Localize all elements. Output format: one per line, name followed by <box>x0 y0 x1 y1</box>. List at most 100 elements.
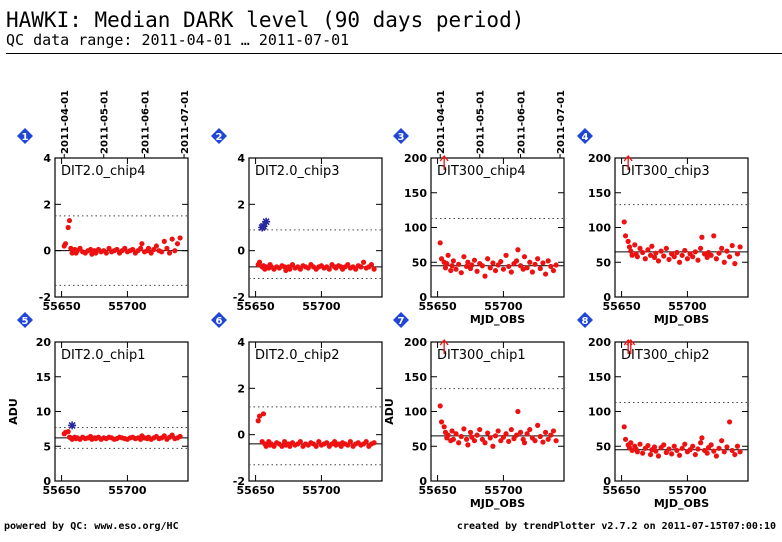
plot4-data-point <box>625 238 631 244</box>
plot4-badge-icon <box>577 128 593 144</box>
plot7-data-point <box>532 438 538 444</box>
plot3-data-point <box>469 262 475 268</box>
plot7-data-point <box>513 432 520 438</box>
plot7-data-point <box>437 403 443 409</box>
plot5-panel-label: DIT2.0_chip1 <box>61 348 145 363</box>
plot8-data-point <box>695 446 701 452</box>
plot6-y-tick-label: 2 <box>237 382 245 395</box>
plot4-data-point <box>663 245 669 251</box>
plot7-data-point <box>550 428 557 434</box>
plot7-data-point <box>487 435 493 441</box>
plot2-x-tick-label: 55700 <box>302 300 341 313</box>
plot3-data-point <box>458 270 464 276</box>
plot3-data-point <box>508 269 514 275</box>
plot4-y-tick-label: 150 <box>588 187 611 200</box>
plot6-data-point <box>297 439 303 445</box>
plot3-panel-label: DIT300_chip4 <box>437 164 526 179</box>
plot3-data-point <box>450 258 456 264</box>
plot8-y-tick-label: 100 <box>588 406 611 419</box>
plot4-data-point <box>666 256 672 263</box>
plot1-data-point <box>161 238 167 244</box>
plot8-data-point <box>724 444 730 450</box>
plot8-data-point <box>628 440 634 446</box>
plot4-data-point <box>711 233 717 239</box>
plot8-data-point <box>666 446 672 452</box>
plot3-data-point <box>553 262 559 268</box>
plot8-data-point <box>634 449 640 455</box>
plot6-frame <box>248 341 383 482</box>
plot5-y-tick-label: 0 <box>43 475 51 488</box>
plot4-data-point <box>647 252 654 258</box>
plot1-frame <box>54 157 189 298</box>
plot7-data-point <box>503 431 509 437</box>
plot8-data-point <box>655 453 662 459</box>
plot3-data-point <box>500 266 507 272</box>
plot4-data-point <box>724 248 730 254</box>
plot4-data-point <box>679 252 685 258</box>
plot2-y-tick-label: 0 <box>237 245 245 258</box>
plot3-y-tick-label: 100 <box>404 222 427 235</box>
plot7-data-point <box>445 432 451 438</box>
plot7-data-point <box>521 440 528 446</box>
plot2-data-point <box>326 266 332 272</box>
plot4-panel-label: DIT300_chip3 <box>621 164 710 179</box>
plot7-data-point <box>508 426 514 433</box>
plot4-x-tick-label: 55650 <box>602 300 641 313</box>
plot8-data-point <box>708 442 714 448</box>
header-divider <box>6 53 782 54</box>
plot5-data-point <box>65 429 71 435</box>
plot4-data-point <box>704 254 710 260</box>
plot7-data-point <box>490 443 496 449</box>
plot3-data-point <box>532 261 538 267</box>
page-title: HAWKI: Median DARK level (90 days period… <box>6 8 525 32</box>
plot7-y-tick-label: 0 <box>419 475 427 488</box>
plot1-data-point <box>62 241 69 247</box>
plot6-data-point <box>260 411 267 417</box>
plot1-date-tick-label: 2011-05-01 <box>100 90 111 154</box>
footer-created-by: created by trendPlotter v2.7.2 on 2011-0… <box>456 521 776 532</box>
plot6-data-point <box>347 439 353 445</box>
plot3-data-point <box>487 265 493 271</box>
plot4-data-point <box>628 248 634 254</box>
plot2-data-point <box>368 261 375 268</box>
plot4-data-point <box>645 247 651 253</box>
plot6-panel-label: DIT2.0_chip2 <box>255 348 339 363</box>
plot3-data-point <box>449 263 455 269</box>
plot1-data-point <box>177 235 183 241</box>
plot4-data-point <box>622 233 629 239</box>
plot3-data-point <box>535 256 541 262</box>
plot4-data-point <box>629 252 635 258</box>
plot4-data-point <box>637 245 643 251</box>
plot7-data-point <box>492 433 499 439</box>
plot3-data-point <box>529 269 535 275</box>
plot3-off-scale-arrow <box>439 154 449 170</box>
plot8-data-point <box>721 449 727 455</box>
plot4-data-point <box>721 259 727 265</box>
plot8-data-point <box>669 451 675 457</box>
plot7-data-point <box>461 426 467 432</box>
plot8-data-point <box>671 443 677 449</box>
plot8-data-point <box>661 442 667 448</box>
plot4-data-point <box>719 245 725 251</box>
plot7-data-point <box>474 432 480 438</box>
plot8-data-point <box>726 419 733 425</box>
plot1-y-tick-label: -2 <box>39 291 51 304</box>
plot3-data-point <box>479 263 485 269</box>
plot3-y-tick-label: 150 <box>404 187 427 200</box>
plot4-data-point <box>716 250 722 256</box>
plot1-data-point <box>153 243 159 249</box>
plot4-data-point <box>684 256 691 262</box>
plot7-data-point <box>537 433 543 440</box>
plot3-x-tick-label: 55650 <box>418 300 457 313</box>
plot3-data-point <box>453 266 459 272</box>
plot2-data-point <box>360 259 367 265</box>
plot7-badge-icon <box>393 312 409 328</box>
plot4-y-tick-label: 100 <box>588 222 611 235</box>
plot1-data-point <box>159 249 165 255</box>
plot3-data-point <box>442 265 449 271</box>
plot3-data-point <box>545 258 551 264</box>
plot3-data-point <box>542 271 549 277</box>
plot7-data-point <box>482 440 488 446</box>
plot4-data-point <box>734 251 741 257</box>
plot7-y-tick-label: 50 <box>412 440 428 453</box>
